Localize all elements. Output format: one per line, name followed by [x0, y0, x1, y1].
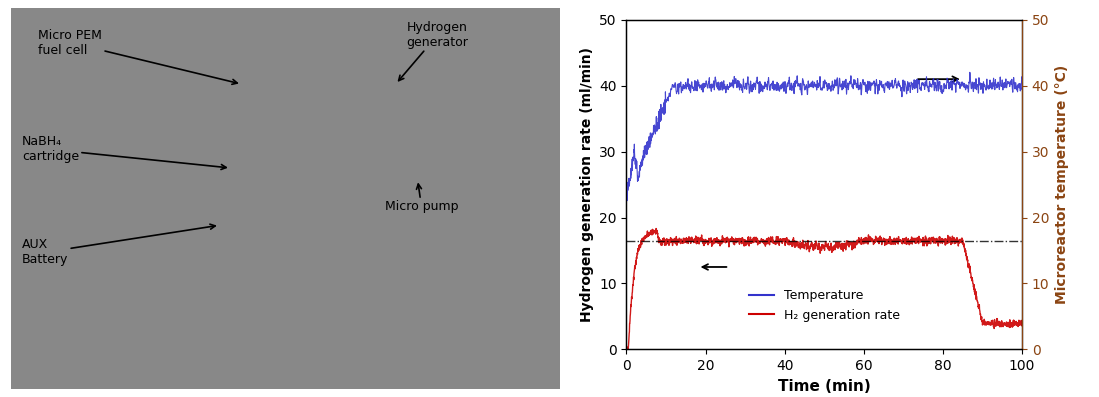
Text: AUX
Battery: AUX Battery — [22, 224, 215, 266]
Y-axis label: Microreactor temperature (°C): Microreactor temperature (°C) — [1055, 65, 1069, 304]
Legend: Temperature, H₂ generation rate: Temperature, H₂ generation rate — [744, 284, 904, 327]
Text: NaBH₄
cartridge: NaBH₄ cartridge — [22, 135, 226, 170]
Text: Micro pump: Micro pump — [385, 184, 458, 213]
Y-axis label: Hydrogen generation rate (ml/min): Hydrogen generation rate (ml/min) — [579, 47, 593, 322]
Text: Hydrogen
generator: Hydrogen generator — [399, 21, 468, 81]
Text: Micro PEM
fuel cell: Micro PEM fuel cell — [38, 29, 237, 84]
X-axis label: Time (min): Time (min) — [778, 379, 870, 394]
